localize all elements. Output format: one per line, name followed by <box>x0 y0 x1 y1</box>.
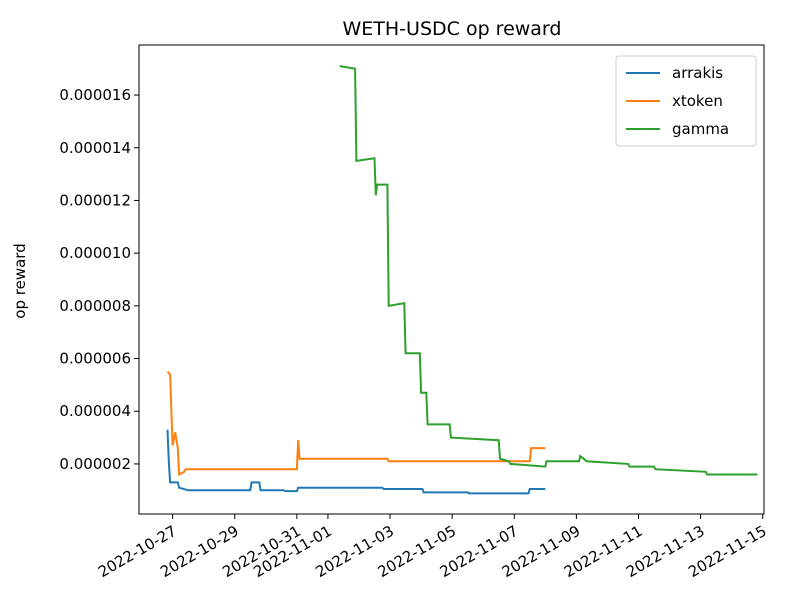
y-axis-ticks: 0.000002 0.000004 0.000006 0.000008 0.000010… <box>59 86 139 473</box>
legend-box <box>615 55 757 147</box>
y-tick-label: 0.000002 <box>59 455 131 473</box>
y-tick-label: 0.000004 <box>59 402 131 420</box>
x-axis-ticks: 2022-10-272022-10-292022-10-312022-11-01… <box>95 514 770 581</box>
y-tick-label: 0.000006 <box>59 350 131 368</box>
series-line-gamma <box>339 65 758 476</box>
legend-label-gamma: gamma <box>672 120 729 138</box>
series-line-arrakis <box>166 429 546 495</box>
y-axis-label: op reward <box>11 243 29 318</box>
chart-title: WETH-USDC op reward <box>343 18 562 40</box>
legend-entries: arrakis xtoken gamma <box>626 64 729 138</box>
series-line-xtoken <box>166 371 546 477</box>
y-tick-label: 0.000016 <box>59 86 131 104</box>
legend-label-xtoken: xtoken <box>672 92 723 110</box>
y-tick-label: 0.000008 <box>59 297 131 315</box>
legend-label-arrakis: arrakis <box>672 64 723 82</box>
legend: arrakis xtoken gamma <box>615 55 757 147</box>
plot-lines <box>166 65 758 495</box>
y-tick-label: 0.000014 <box>59 139 131 157</box>
plot-frame <box>138 44 765 515</box>
y-tick-label: 0.000010 <box>59 244 131 262</box>
y-tick-label: 0.000012 <box>59 191 131 209</box>
